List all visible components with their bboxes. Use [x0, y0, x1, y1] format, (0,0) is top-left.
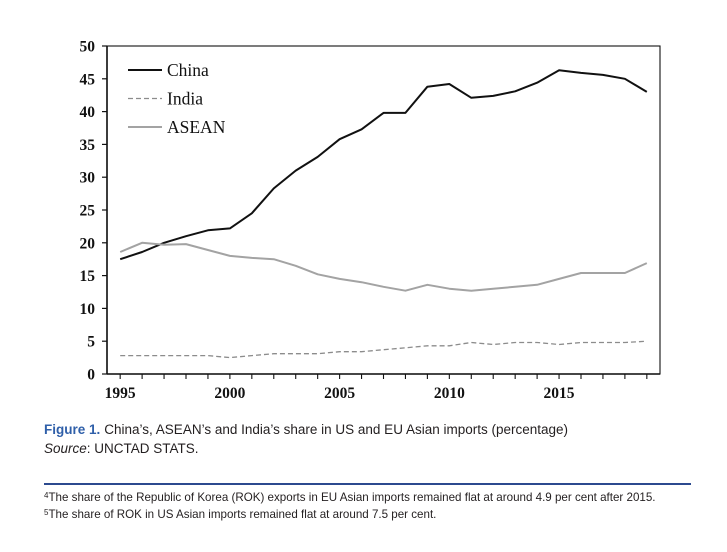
footnote-text: The share of ROK in US Asian imports rem… [48, 508, 437, 521]
x-tick-label: 2015 [544, 385, 575, 402]
x-tick-label: 2000 [214, 385, 245, 402]
legend-label-india: India [167, 89, 203, 109]
footnote-mark: 5 [44, 508, 49, 517]
x-tick-label: 2005 [324, 385, 355, 402]
y-axis: 0 5 10 15 20 25 30 35 40 45 50 [80, 39, 107, 384]
footnote-text: The share of the Republic of Korea (ROK)… [48, 491, 656, 504]
y-tick-label: 10 [80, 301, 96, 318]
source-label: Source [44, 441, 87, 456]
figure-caption: Figure 1. China’s, ASEAN’s and India’s sh… [44, 421, 568, 439]
footnote-4: 4The share of the Republic of Korea (ROK… [44, 490, 656, 506]
series-lines [119, 69, 648, 359]
y-tick-label: 50 [80, 39, 96, 56]
y-tick-label: 15 [80, 268, 96, 285]
x-tick-label: 1995 [105, 385, 136, 402]
figure-source: Source: UNCTAD STATS. [44, 440, 199, 458]
y-tick-label: 5 [87, 334, 95, 351]
legend-label-asean: ASEAN [167, 117, 226, 137]
figure-label: Figure 1. [44, 422, 101, 437]
x-tick-label: 2010 [434, 385, 465, 402]
legend: China India ASEAN [128, 60, 226, 137]
legend-label-china: China [167, 60, 209, 80]
footnote-mark: 4 [44, 491, 49, 500]
y-tick-label: 40 [80, 104, 96, 121]
y-tick-label: 30 [80, 170, 96, 187]
line-chart: 0 5 10 15 20 25 30 35 40 45 50 1995 2000 2005 2010 201… [80, 39, 661, 402]
source-text: : UNCTAD STATS. [86, 441, 199, 456]
x-axis: 1995 2000 2005 2010 2015 [105, 374, 648, 402]
figure-caption-text: China’s, ASEAN’s and India’s share in US… [104, 422, 569, 437]
series-line-asean [119, 241, 648, 292]
y-tick-label: 45 [80, 71, 96, 88]
y-tick-label: 25 [80, 203, 96, 220]
series-line-china [119, 69, 648, 261]
y-tick-label: 20 [80, 235, 96, 252]
series-line-india [120, 340, 647, 359]
footnote-divider [44, 483, 691, 485]
y-tick-label: 0 [87, 367, 95, 384]
footnote-5: 5The share of ROK in US Asian imports re… [44, 507, 436, 523]
y-tick-label: 35 [80, 137, 96, 154]
